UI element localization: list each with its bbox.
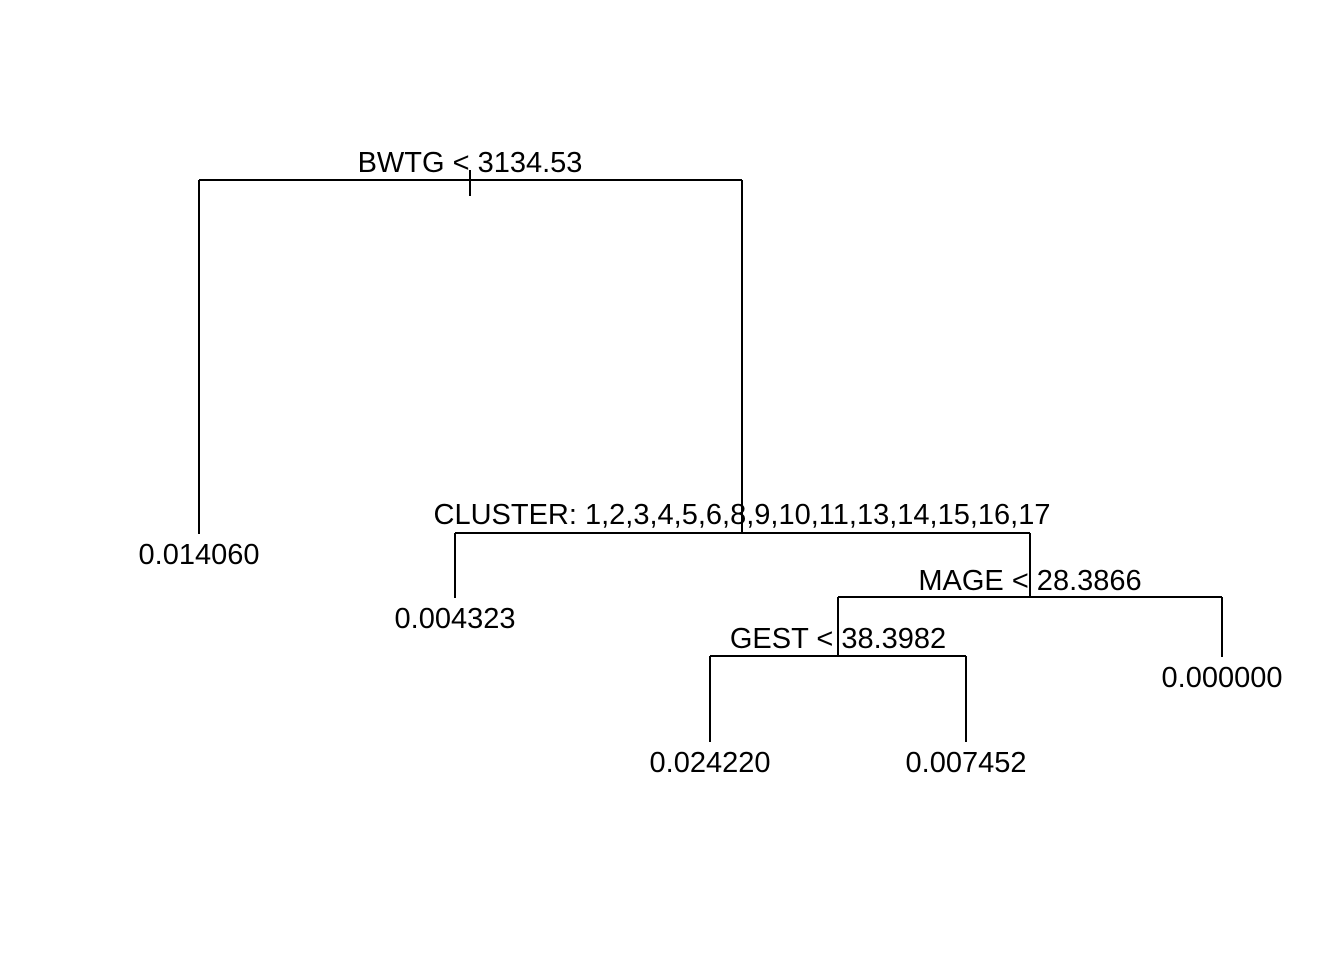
leaf-label: 0.007452 bbox=[906, 747, 1027, 779]
leaf-label: 0.004323 bbox=[395, 603, 516, 635]
split-node-mage: MAGE < 28.3866 bbox=[837, 565, 1223, 657]
split-label-gest: GEST < 38.3982 bbox=[730, 623, 946, 655]
split-label-bwtg: BWTG < 3134.53 bbox=[358, 147, 583, 179]
split-label-cluster: CLUSTER: 1,2,3,4,5,6,8,9,10,11,13,14,15,… bbox=[434, 499, 1051, 531]
split-node-gest: GEST < 38.3982 bbox=[709, 623, 967, 742]
leaf-label: 0.024220 bbox=[650, 747, 771, 779]
split-node-bwtg: BWTG < 3134.53 bbox=[198, 147, 743, 534]
leaf-label: 0.014060 bbox=[139, 539, 260, 571]
split-label-mage: MAGE < 28.3866 bbox=[918, 565, 1141, 597]
leaf-label: 0.000000 bbox=[1162, 662, 1283, 694]
split-node-cluster: CLUSTER: 1,2,3,4,5,6,8,9,10,11,13,14,15,… bbox=[434, 499, 1051, 598]
